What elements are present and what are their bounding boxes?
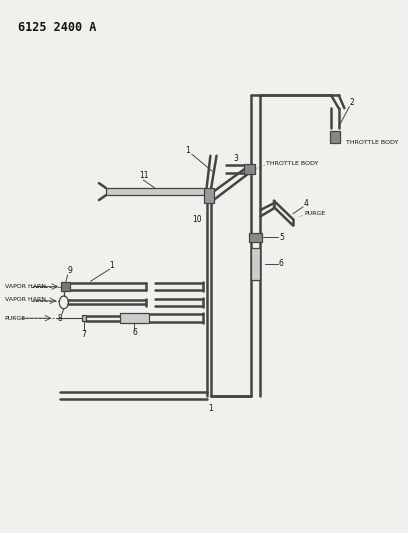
Text: 9: 9: [67, 266, 72, 275]
Text: PURGE: PURGE: [4, 316, 26, 321]
Bar: [244, 164, 255, 174]
Text: 11: 11: [139, 171, 149, 180]
Bar: [61, 282, 70, 291]
Bar: [106, 188, 204, 195]
Text: VAPOR HARN: VAPOR HARN: [4, 284, 46, 289]
Text: 7: 7: [82, 329, 86, 338]
Text: 6125 2400 A: 6125 2400 A: [18, 21, 96, 34]
Text: 6: 6: [279, 260, 284, 268]
Bar: [251, 248, 260, 280]
Text: 1: 1: [186, 146, 190, 155]
Text: 1: 1: [109, 261, 114, 270]
Text: 4: 4: [304, 199, 309, 208]
Text: THROTTLE BODY: THROTTLE BODY: [266, 161, 319, 166]
Text: THROTTLE BODY: THROTTLE BODY: [346, 140, 399, 145]
Bar: [330, 132, 340, 143]
Text: 5: 5: [279, 233, 284, 242]
Text: 2: 2: [350, 99, 355, 108]
Bar: [204, 188, 214, 203]
Text: 10: 10: [193, 214, 202, 223]
Text: 8: 8: [58, 314, 62, 322]
Bar: [82, 315, 86, 321]
Text: 1: 1: [208, 405, 213, 414]
Text: PURGE: PURGE: [304, 211, 326, 216]
Text: 6: 6: [132, 328, 137, 337]
Bar: [120, 313, 149, 323]
Text: VAPOR HARN: VAPOR HARN: [4, 297, 46, 302]
Text: 3: 3: [233, 154, 238, 163]
Bar: [249, 233, 262, 241]
